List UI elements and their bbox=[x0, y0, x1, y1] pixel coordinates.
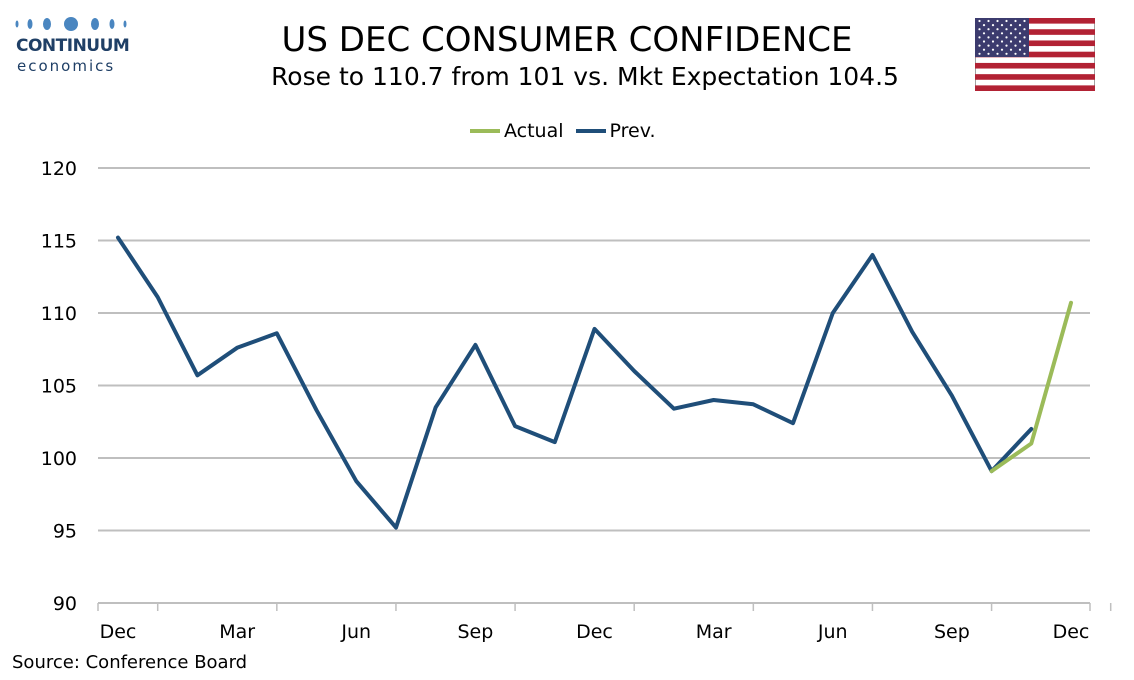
us-flag-icon bbox=[975, 18, 1095, 91]
x-tick-label: Mar bbox=[696, 621, 732, 643]
y-tick-label: 115 bbox=[41, 231, 77, 253]
logo-tagline: economics bbox=[17, 57, 116, 75]
chart-title: US DEC CONSUMER CONFIDENCE bbox=[281, 20, 853, 60]
source-note: Source: Conference Board bbox=[12, 652, 248, 673]
series-line-prev bbox=[116, 235, 1034, 530]
y-axis-ticks: 90 95 100 105 110 115 120 bbox=[41, 158, 77, 615]
y-tick-label: 95 bbox=[53, 521, 77, 543]
y-tick-label: 110 bbox=[41, 303, 77, 325]
y-tick-label: 120 bbox=[41, 158, 77, 180]
logo-name: CONTINUUM bbox=[16, 36, 130, 56]
legend-label-actual: Actual bbox=[504, 120, 564, 142]
y-tick-label: 90 bbox=[53, 593, 77, 615]
series-lines bbox=[116, 235, 1073, 530]
logo-dots-icon bbox=[15, 17, 127, 31]
y-tick-label: 100 bbox=[41, 448, 77, 470]
legend-swatch-prev bbox=[575, 129, 606, 133]
x-tick-label: Sep bbox=[934, 621, 970, 643]
x-tick-label: Jun bbox=[817, 621, 848, 643]
y-tick-label: 105 bbox=[41, 376, 77, 398]
legend-item-prev: Prev. bbox=[575, 120, 656, 142]
chart-legend: Actual Prev. bbox=[470, 119, 668, 143]
continuum-logo: CONTINUUM economics bbox=[14, 14, 144, 76]
gridlines bbox=[98, 167, 1090, 532]
legend-swatch-actual bbox=[470, 129, 500, 133]
chart-subtitle: Rose to 110.7 from 101 vs. Mkt Expectati… bbox=[271, 62, 899, 91]
x-tick-label: Dec bbox=[576, 621, 613, 643]
series-line-actual bbox=[989, 300, 1073, 474]
x-axis: Dec Mar Jun Sep Dec Mar Jun Sep Dec bbox=[97, 602, 1112, 643]
legend-label-prev: Prev. bbox=[609, 120, 656, 142]
legend-item-actual: Actual bbox=[470, 120, 564, 142]
x-tick-label: Dec bbox=[1053, 621, 1090, 643]
x-tick-label: Sep bbox=[457, 621, 493, 643]
x-tick-label: Dec bbox=[100, 621, 137, 643]
x-tick-label: Jun bbox=[340, 621, 371, 643]
x-tick-label: Mar bbox=[219, 621, 255, 643]
